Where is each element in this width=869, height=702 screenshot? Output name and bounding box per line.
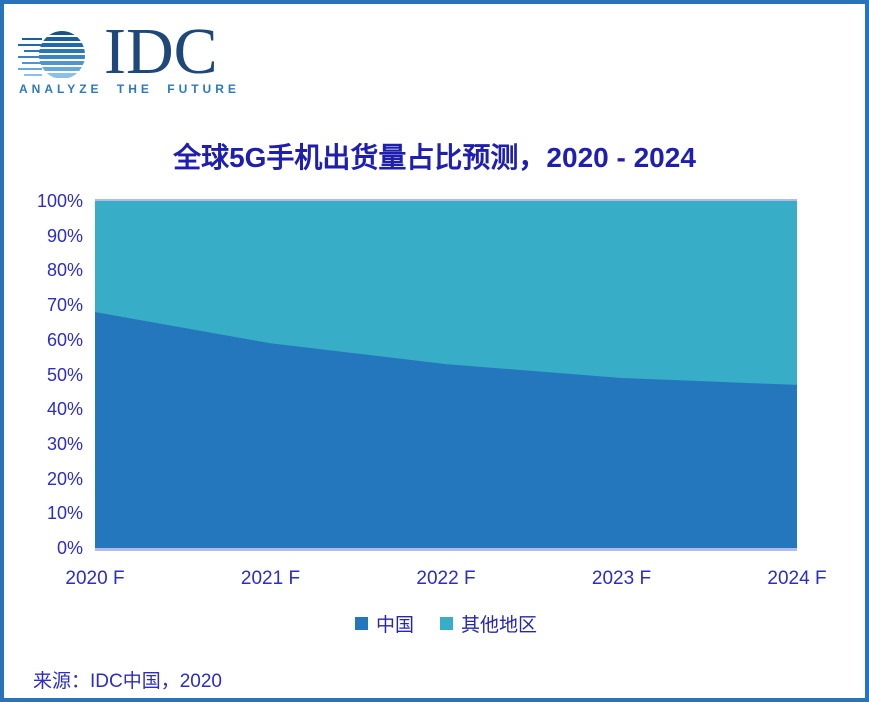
y-tick-label: 60% <box>46 329 83 350</box>
area-series-china <box>95 312 797 548</box>
y-tick-label: 20% <box>46 468 83 489</box>
y-tick-label: 0% <box>56 538 83 558</box>
stacked-area-chart <box>95 201 797 548</box>
logo-tagline: ANALYZE THE FUTURE <box>19 82 240 96</box>
globe-speed-lines <box>18 38 42 76</box>
y-tick-label: 100% <box>36 191 83 211</box>
legend-item: 其他地区 <box>440 610 537 637</box>
y-tick-label: 40% <box>46 399 83 420</box>
x-axis-line <box>95 548 797 551</box>
x-axis-label: 2022 F <box>416 568 476 589</box>
y-tick-label: 50% <box>46 364 83 385</box>
logo-brand-text: IDC <box>104 15 218 88</box>
y-tick-label: 10% <box>46 503 83 524</box>
gridline-100-percent <box>95 199 797 201</box>
x-axis-label: 2021 F <box>240 568 301 589</box>
plot-area <box>95 201 797 548</box>
x-axis: 2020 F 2021 F 2022 F 2023 F 2024 F <box>65 568 826 594</box>
legend-swatch-icon <box>440 616 453 630</box>
x-axis-label: 2023 F <box>591 568 652 589</box>
x-axis-label: 2024 F <box>767 568 827 589</box>
y-tick-label: 70% <box>46 295 83 316</box>
chart-title: 全球5G手机出货量占比预测，2020 - 2024 <box>173 142 696 173</box>
legend-label: 中国 <box>375 614 414 636</box>
source-note: 来源：IDC中国，2020 <box>33 671 222 692</box>
legend: 中国 其他地区 <box>95 610 797 636</box>
y-tick-label: 80% <box>46 260 83 281</box>
idc-logo: IDC ANALYZE THE FUTURE <box>18 19 248 98</box>
legend-swatch-icon <box>354 616 368 630</box>
legend-label: 其他地区 <box>461 614 538 636</box>
y-tick-label: 90% <box>46 225 83 246</box>
idc-globe-icon <box>18 31 85 78</box>
y-tick-label: 30% <box>46 433 83 454</box>
x-axis-label: 2020 F <box>65 568 125 589</box>
legend-item: 中国 <box>354 610 414 637</box>
y-axis: 100% 90% 80% 70% 60% 50% 40% 30% 20% 10% 0% <box>4 4 83 698</box>
